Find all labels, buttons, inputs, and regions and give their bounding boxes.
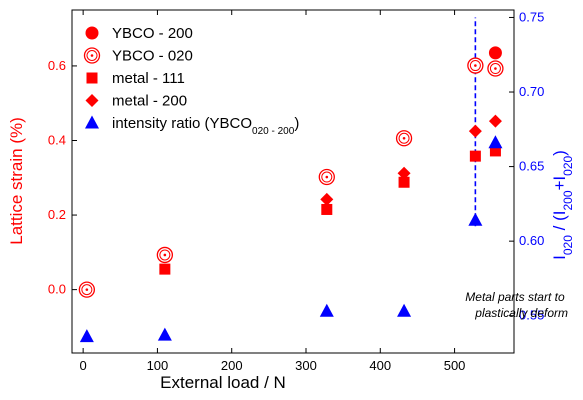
y-tick-label: 0.4: [48, 132, 66, 147]
y2-title-part: I: [550, 255, 569, 260]
y-tick-label: 0.2: [48, 207, 66, 222]
legend-label-part: YBCO - 200: [112, 25, 193, 42]
legend-label-part: metal - 111: [112, 70, 185, 87]
legend-label-part: YBCO - 020: [112, 48, 193, 65]
legend-label: YBCO - 200: [112, 25, 193, 42]
data-point: [159, 263, 171, 275]
legend-label-part: metal - 200: [112, 93, 187, 110]
legend-marker: [85, 94, 99, 107]
x-axis-title: External load / N: [160, 373, 286, 392]
data-point: [397, 166, 411, 180]
y-axis-title: Lattice strain (%): [7, 117, 26, 245]
marker-ring-inner: [159, 249, 171, 261]
data-point: [488, 135, 503, 149]
legend-marker: [86, 72, 98, 84]
legend-label-part: ): [294, 115, 299, 132]
y2-title-part: / (I: [550, 211, 569, 236]
y-tick-label: 0.6: [48, 58, 66, 73]
y2-tick-label: 0.75: [519, 9, 544, 24]
x-tick-label: 400: [369, 358, 391, 373]
x-tick-label: 0: [80, 358, 87, 373]
legend-label: intensity ratio (YBCO020 - 200): [112, 115, 299, 137]
y2-title-part: 020: [561, 235, 575, 255]
marker-ring-inner: [489, 63, 501, 75]
y2-title-part: ): [550, 150, 569, 156]
legend-marker: [85, 115, 99, 129]
marker-dot: [163, 253, 167, 257]
marker-dot: [494, 67, 497, 70]
data-point: [467, 57, 484, 74]
data-point: [156, 246, 174, 264]
annotation-line-1: Metal parts start to: [465, 290, 565, 304]
data-point: [321, 203, 333, 215]
y2-tick-label: 0.60: [519, 233, 544, 248]
legend-marker: [85, 26, 99, 40]
data-point: [487, 60, 504, 77]
x-tick-label: 500: [444, 358, 466, 373]
marker-dot: [474, 64, 477, 67]
data-point: [469, 150, 481, 162]
marker-dot: [85, 288, 89, 291]
marker-ring-inner: [469, 60, 481, 72]
y2-title-part: 020: [561, 155, 575, 175]
marker-dot: [402, 136, 406, 140]
data-point: [157, 327, 172, 341]
marker-ring-inner: [86, 50, 98, 61]
y-tick-label: 0.0: [48, 282, 66, 297]
legend-label-subscript: 020 - 200: [252, 126, 295, 137]
legend: YBCO - 200 YBCO - 020 metal - 111 metal - 2…: [83, 25, 299, 137]
legend-marker: [83, 47, 101, 64]
data-point: [397, 303, 412, 317]
data-point: [79, 329, 94, 343]
marker-ring-inner: [398, 132, 410, 144]
y2-title-part: +I: [550, 176, 569, 191]
data-point: [395, 130, 413, 147]
annotation-line-2: plastically deform: [474, 306, 568, 320]
marker-ring-inner: [321, 171, 333, 183]
data-point: [468, 124, 482, 138]
y2-axis-title: I020 / (I200+I020): [550, 150, 575, 260]
annotation-text: Metal parts start to plastically deform: [465, 290, 568, 320]
legend-label: metal - 111: [112, 70, 185, 87]
data-point: [488, 114, 502, 128]
marks-layer: [78, 17, 504, 343]
marker-dot: [325, 175, 329, 179]
data-point: [468, 212, 483, 226]
marker-ring-inner: [81, 284, 93, 296]
y2-tick-label: 0.65: [519, 159, 544, 174]
y2-tick-label: 0.70: [519, 84, 544, 99]
y2-title-part: 200: [561, 190, 575, 210]
data-point: [319, 303, 334, 317]
data-point: [320, 192, 334, 206]
x-tick-label: 300: [295, 358, 317, 373]
legend-label: metal - 200: [112, 93, 187, 110]
data-point: [488, 46, 502, 60]
marker-dot: [90, 54, 94, 57]
data-point: [78, 281, 96, 298]
data-point: [489, 145, 501, 157]
data-point: [398, 176, 410, 188]
data-point: [318, 168, 335, 186]
y2-tick-label: 0.55: [519, 308, 544, 323]
ticks-layer: 0 100 200 300 400 500 0.0 0.2 0.4 0.6 0.55 0.60 0.65…: [48, 9, 544, 373]
legend-label-part: intensity ratio (YBCO: [112, 115, 252, 132]
x-tick-label: 100: [147, 358, 169, 373]
x-tick-label: 200: [221, 358, 243, 373]
plot-frame: [71, 9, 515, 354]
legend-label: YBCO - 020: [112, 48, 193, 65]
